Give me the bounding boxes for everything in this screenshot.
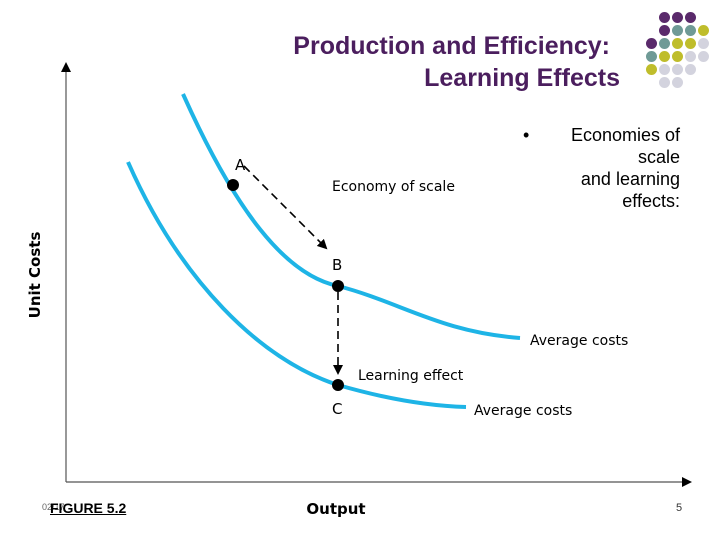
point-b-label: B [332, 256, 342, 274]
x-axis-label: Output [306, 500, 365, 518]
point-b [332, 280, 344, 292]
decorative-dot [698, 25, 709, 36]
title-line-1: Production and Efficiency: [293, 32, 610, 60]
decorative-dot [659, 51, 670, 62]
decorative-dot [659, 77, 670, 88]
decorative-dot [672, 77, 683, 88]
economy-of-scale-arrow [243, 165, 328, 250]
decorative-dot [659, 64, 670, 75]
point-a-label: A [235, 156, 246, 174]
point-c-label: C [332, 400, 342, 418]
decorative-dot [685, 12, 696, 23]
decorative-dot [672, 38, 683, 49]
decorative-dot [646, 38, 657, 49]
decorative-dot [672, 25, 683, 36]
bullet-line-1: Economies of [570, 125, 680, 145]
decorative-dot [659, 38, 670, 49]
decorative-dot [672, 64, 683, 75]
decorative-dot [659, 12, 670, 23]
point-c [332, 379, 344, 391]
decorative-dot [646, 64, 657, 75]
bullet-icon: • [523, 125, 530, 145]
slide-title: Production and Efficiency: Learning Effe… [200, 30, 620, 94]
figure-label: FIGURE 5.2 [50, 500, 127, 516]
curve-label-lower: Average costs [474, 403, 572, 419]
decorative-dot [672, 51, 683, 62]
bullet-line-3: and learning [580, 169, 680, 189]
average-cost-curve-upper [181, 93, 521, 340]
page-number: 5 [676, 502, 683, 514]
economy-of-scale-label: Economy of scale [332, 179, 455, 195]
y-axis-label: Unit Costs [26, 232, 44, 319]
decorative-dot [698, 38, 709, 49]
title-line-2: Learning Effects [424, 64, 620, 92]
curve-label-upper: Average costs [530, 333, 628, 349]
bullet-line-2: scale [637, 147, 680, 167]
point-a [227, 179, 239, 191]
decorative-dot [672, 12, 683, 23]
decorative-dot [685, 38, 696, 49]
date-label: 02/17 [42, 502, 65, 512]
decorative-dot [659, 25, 670, 36]
decorative-dot [698, 51, 709, 62]
decorative-dot [685, 64, 696, 75]
learning-effect-label: Learning effect [358, 368, 464, 384]
decorative-dot [685, 51, 696, 62]
average-cost-curve-lower [126, 161, 467, 409]
decorative-dot [646, 51, 657, 62]
decorative-dot [685, 25, 696, 36]
bullet-text: • Economies of scale and learning effect… [515, 124, 680, 212]
bullet-line-4: effects: [622, 191, 680, 211]
